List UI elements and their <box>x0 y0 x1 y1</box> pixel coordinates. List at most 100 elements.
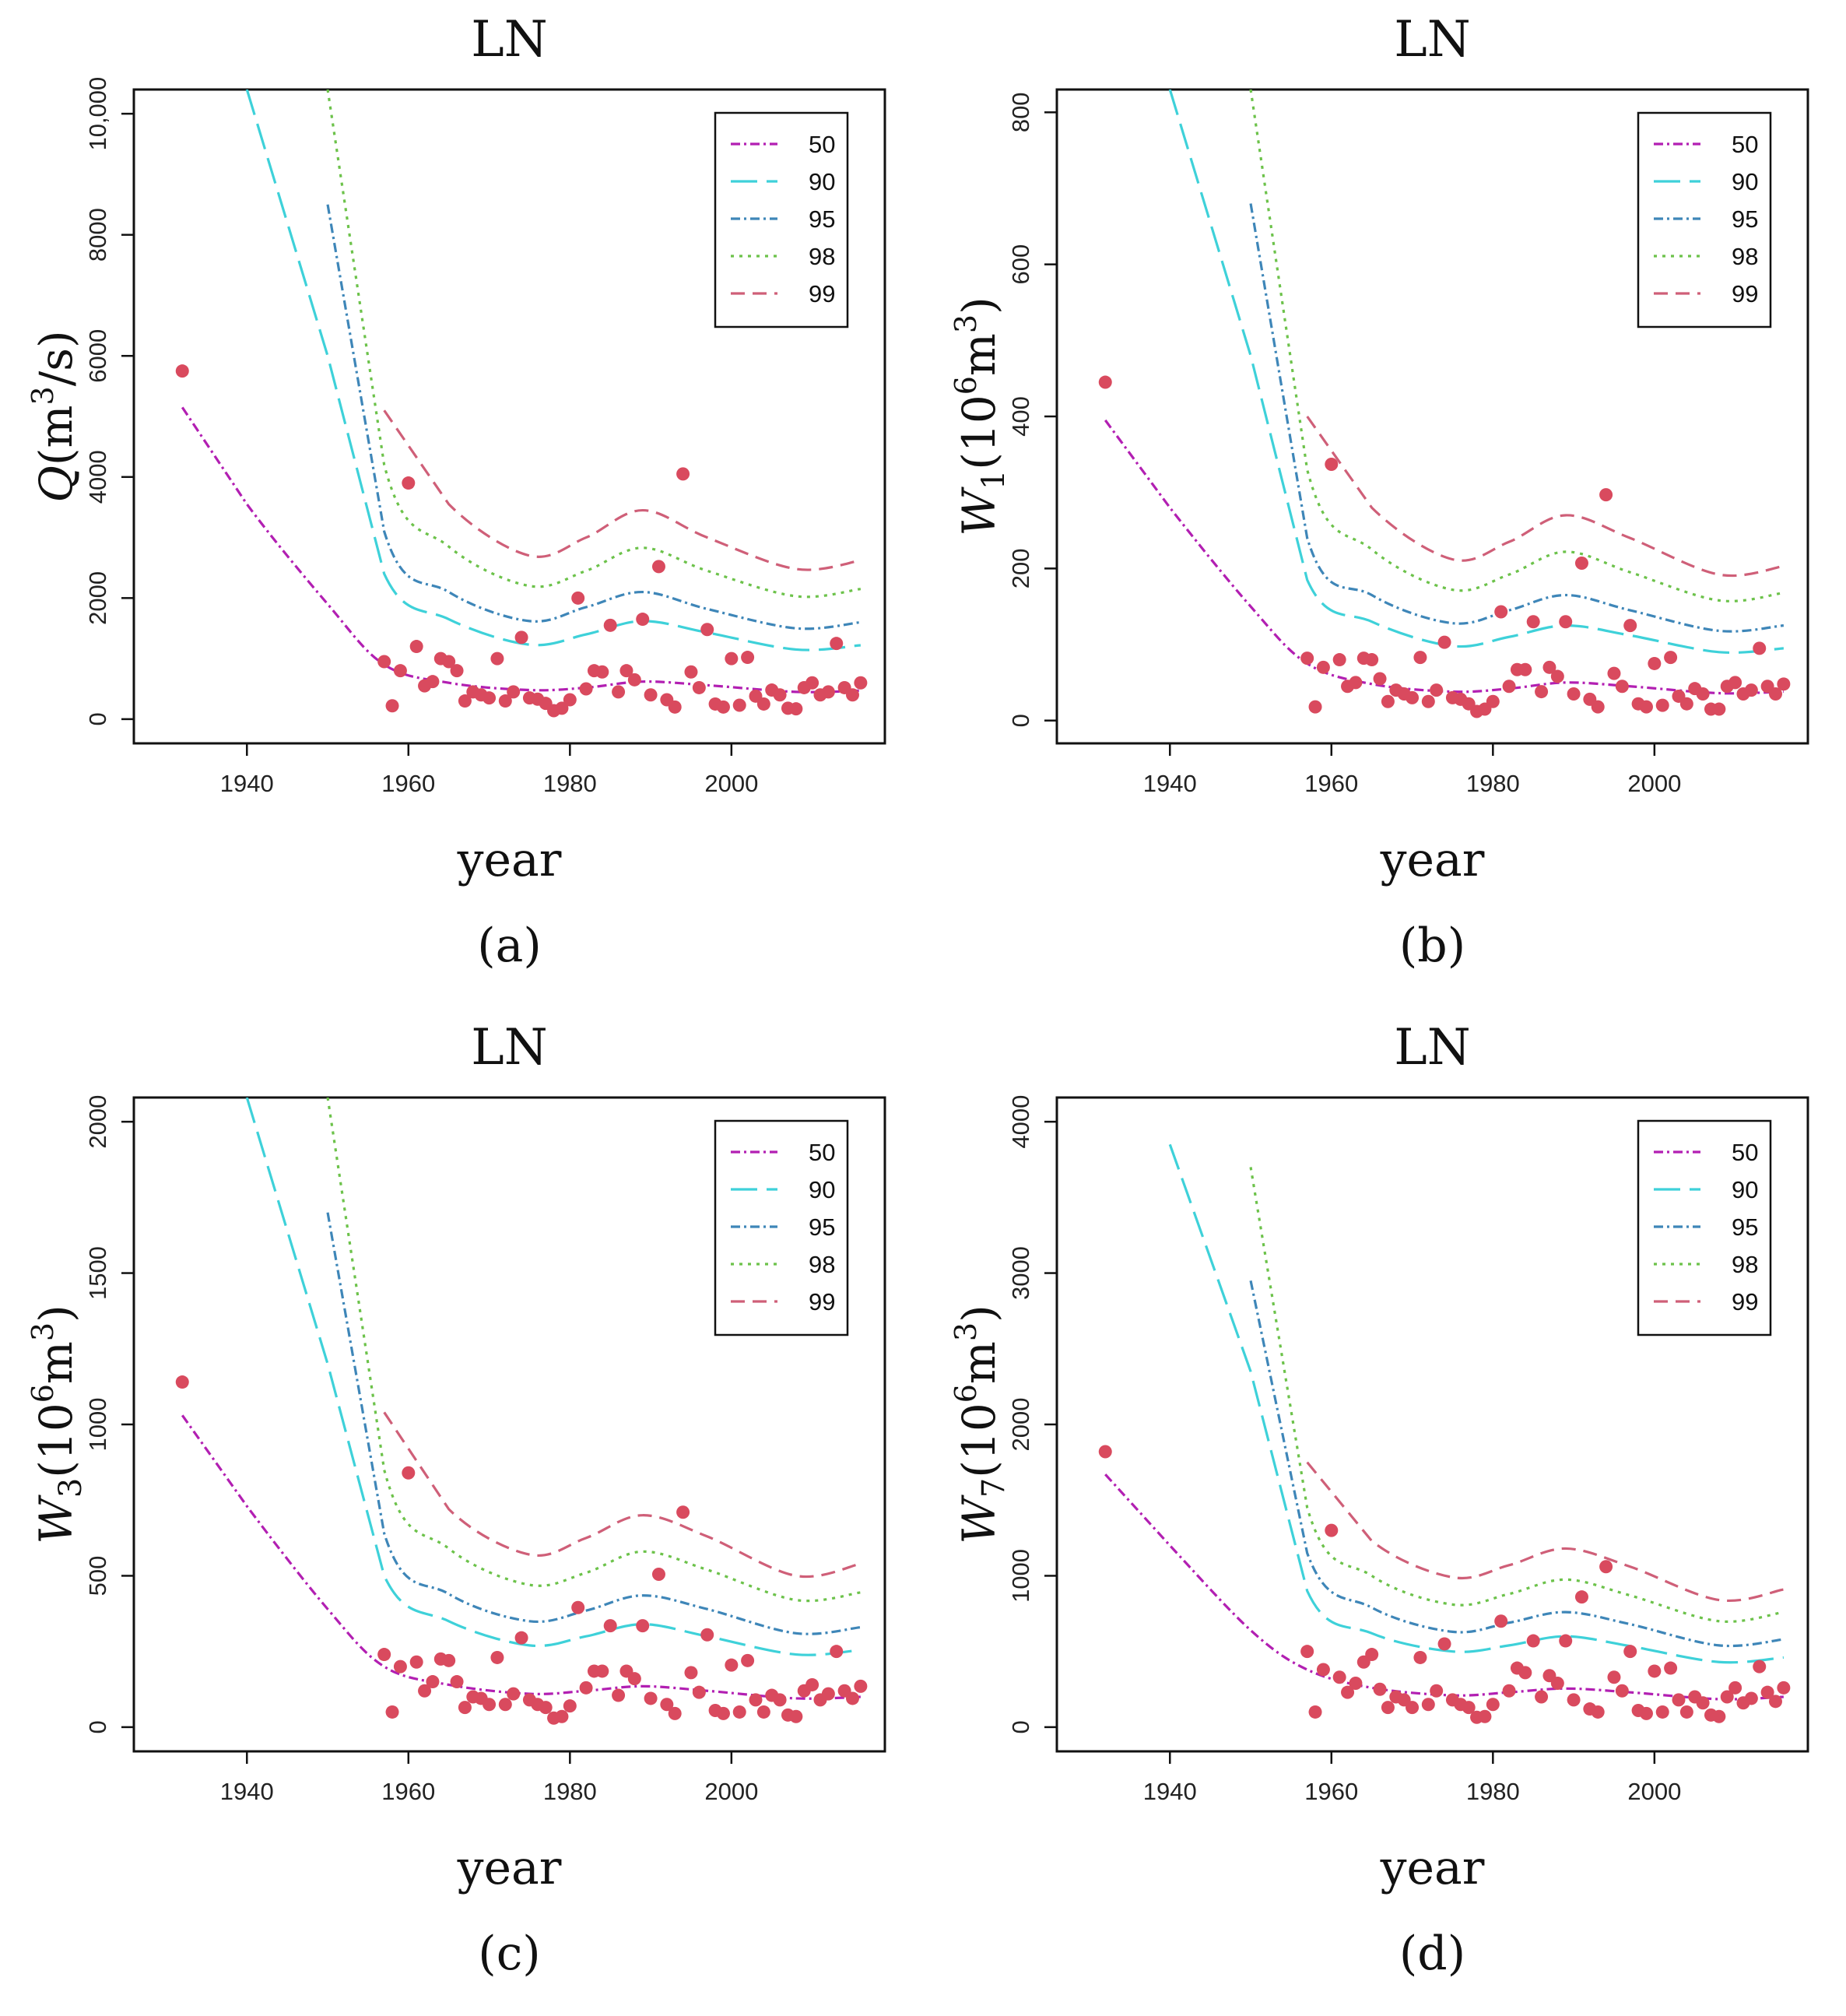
data-point <box>1728 1681 1742 1695</box>
data-point <box>442 1653 456 1667</box>
x-tick-label: 1940 <box>220 770 274 797</box>
data-point <box>1615 1684 1629 1698</box>
data-point <box>1648 1664 1662 1678</box>
data-point <box>692 680 706 694</box>
legend-label: 99 <box>1732 1288 1758 1315</box>
data-point <box>1462 1701 1476 1715</box>
data-point <box>1623 1645 1637 1659</box>
data-point <box>1542 660 1556 674</box>
observed-points <box>1098 1445 1791 1724</box>
series-line-98 <box>1249 90 1785 602</box>
y-tick-label: 2000 <box>84 571 111 625</box>
data-point <box>805 676 819 690</box>
x-tick-label: 2000 <box>1627 770 1681 797</box>
series-group <box>181 1098 862 1700</box>
legend: 50 90 95 98 99 <box>1637 111 1772 328</box>
data-point <box>1679 1705 1693 1719</box>
data-point <box>514 630 528 644</box>
data-point <box>636 1619 650 1633</box>
data-point <box>1753 1660 1767 1674</box>
data-point <box>700 623 714 637</box>
data-point <box>1696 687 1710 701</box>
x-tick-label: 1960 <box>1304 770 1358 797</box>
x-tick-label: 1940 <box>1143 770 1197 797</box>
data-point <box>1502 680 1516 694</box>
data-point <box>1615 680 1629 694</box>
data-point <box>821 685 835 699</box>
data-point <box>660 1698 674 1712</box>
data-point <box>409 640 423 654</box>
data-point <box>539 1701 553 1715</box>
data-point <box>498 1698 512 1712</box>
data-point <box>603 618 617 632</box>
data-point <box>725 652 739 666</box>
data-point <box>1494 1614 1508 1628</box>
data-point <box>1373 672 1387 686</box>
data-point <box>563 1699 577 1713</box>
data-point <box>732 698 746 712</box>
data-point <box>1349 676 1363 690</box>
x-axis-label: year <box>457 833 562 887</box>
legend-label: 98 <box>1732 1251 1758 1278</box>
data-point <box>571 1600 585 1614</box>
legend-label: 90 <box>809 1176 835 1203</box>
x-tick-label: 1980 <box>543 1778 597 1805</box>
chart-title: LN <box>471 11 548 68</box>
data-point <box>1753 641 1767 655</box>
panel-caption: (b) <box>1399 918 1465 973</box>
data-point <box>1341 1685 1355 1699</box>
data-point <box>684 1666 698 1680</box>
data-point <box>1421 1698 1435 1712</box>
y-tick-label: 600 <box>1007 244 1034 285</box>
data-point <box>1430 1684 1444 1698</box>
data-point <box>1308 1705 1322 1719</box>
x-axis-label: year <box>1380 833 1485 887</box>
legend-label: 90 <box>809 168 835 195</box>
legend-label: 95 <box>1732 1213 1758 1241</box>
data-point <box>483 1698 497 1712</box>
data-point <box>1672 1693 1686 1707</box>
x-tick-label: 1960 <box>381 1778 435 1805</box>
y-tick-label: 4000 <box>84 450 111 504</box>
y-tick-label: 4000 <box>1007 1095 1034 1149</box>
legend-label: 98 <box>809 1251 835 1278</box>
data-point <box>402 476 416 490</box>
data-point <box>555 1709 569 1723</box>
data-point <box>700 1628 714 1642</box>
x-tick-label: 1980 <box>543 770 597 797</box>
data-point <box>377 1648 391 1662</box>
y-tick-label: 3000 <box>1007 1246 1034 1300</box>
data-point <box>1599 488 1613 502</box>
data-point <box>1664 1661 1678 1675</box>
data-point <box>385 699 399 713</box>
series-line-90 <box>245 90 861 652</box>
y-tick-label: 6000 <box>84 329 111 383</box>
chart-title: LN <box>1394 11 1471 68</box>
data-point <box>1502 1684 1516 1698</box>
data-point <box>402 1466 416 1480</box>
x-axis-label: year <box>457 1841 562 1895</box>
data-point <box>563 693 577 707</box>
x-tick-label: 1980 <box>1466 770 1520 797</box>
data-point <box>1332 1670 1346 1684</box>
data-point <box>725 1658 739 1672</box>
data-point <box>1591 1705 1605 1719</box>
data-point <box>1768 687 1782 701</box>
data-point <box>418 1684 432 1698</box>
data-point <box>1574 1590 1588 1604</box>
legend-label: 99 <box>809 1288 835 1315</box>
data-point <box>1559 615 1573 629</box>
legend-label: 95 <box>809 1213 835 1241</box>
data-point <box>1679 697 1693 711</box>
series-line-90 <box>245 1098 861 1656</box>
data-point <box>595 1664 609 1678</box>
data-point <box>1550 1677 1564 1690</box>
data-point <box>1655 1705 1669 1719</box>
data-point <box>1760 1685 1774 1699</box>
observed-points <box>175 364 868 718</box>
data-point <box>490 652 504 666</box>
y-tick-label: 2000 <box>84 1095 111 1149</box>
observed-points <box>175 1375 868 1725</box>
data-point <box>1567 687 1581 701</box>
